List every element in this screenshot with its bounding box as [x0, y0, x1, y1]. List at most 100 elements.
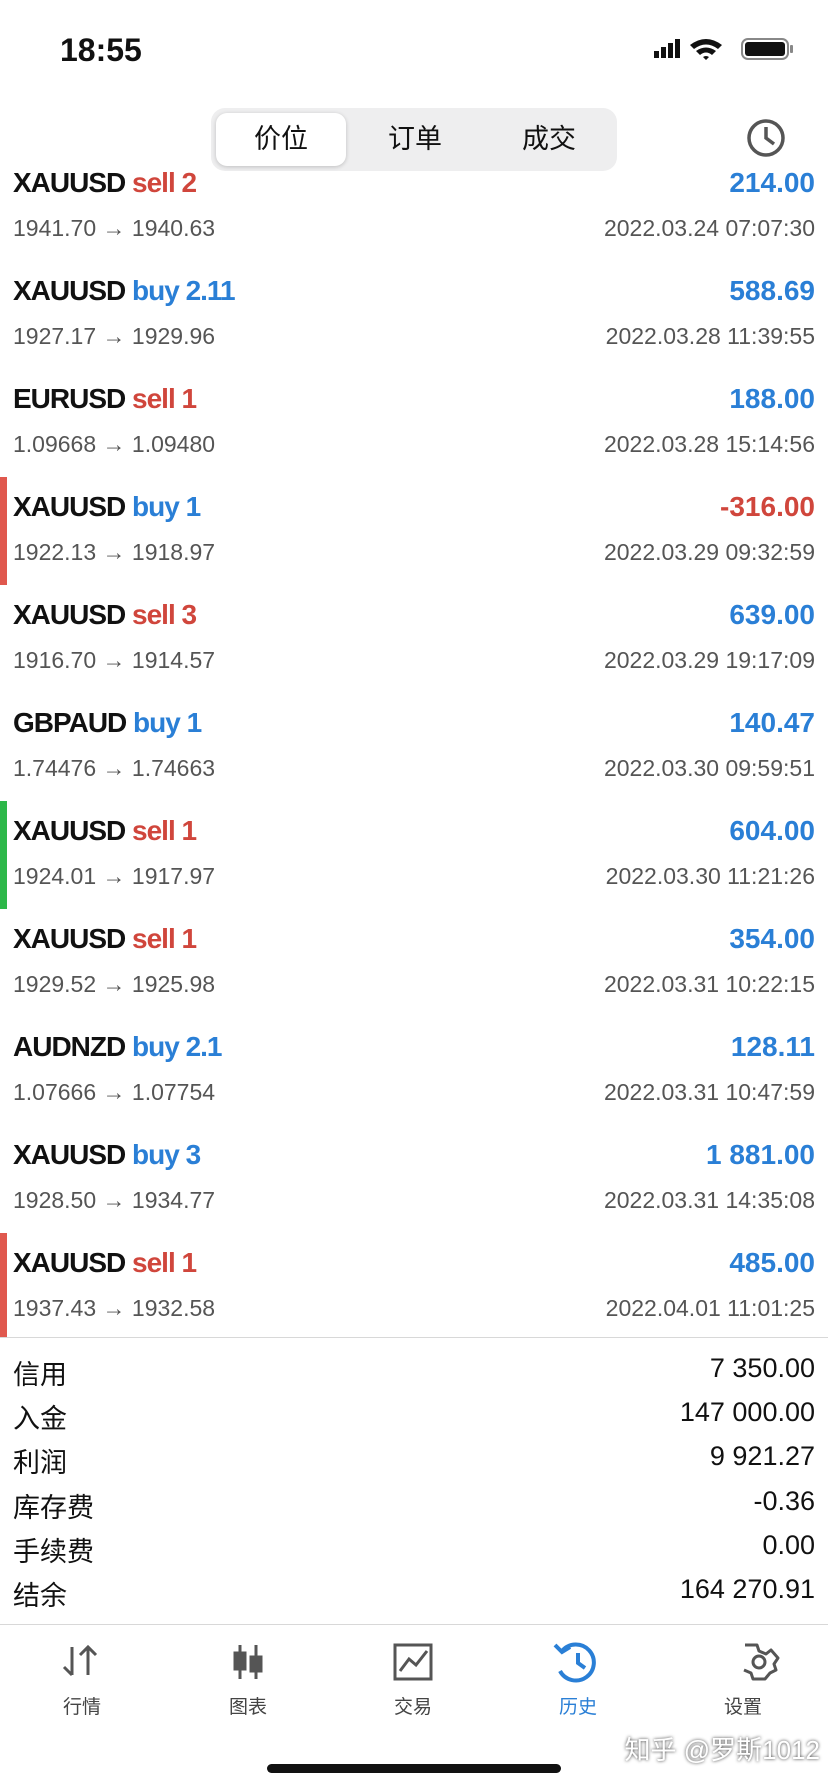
symbol: XAUUSD — [13, 599, 126, 630]
deal-title: XAUUSD buy 1 — [13, 491, 202, 523]
symbol: XAUUSD — [13, 171, 126, 198]
side: sell — [132, 1247, 176, 1278]
deal-row[interactable]: EURUSD sell 1 188.00 1.09668 → 1.09480 2022… — [0, 369, 828, 477]
profit: 214.00 — [729, 171, 815, 198]
deal-list: XAUUSD sell 2 214.00 1941.70 → 1940.63 2022… — [0, 171, 828, 1337]
deal-row[interactable]: XAUUSD sell 1 485.00 1937.43 → 1932.58 2022… — [0, 1233, 828, 1337]
deal-title: XAUUSD sell 1 — [13, 1247, 197, 1279]
volume: 2.1 — [185, 1031, 223, 1062]
side: buy — [132, 1139, 180, 1170]
tab[interactable]: 历史 — [558, 1697, 597, 1718]
segment[interactable]: 成交 — [522, 124, 576, 154]
symbol: GBPAUD — [13, 707, 127, 738]
deal-row[interactable]: XAUUSD buy 1 -316.00 1922.13 → 1918.97 2022… — [0, 477, 828, 585]
symbol: XAUUSD — [13, 275, 126, 306]
volume: 3 — [181, 599, 198, 630]
segment[interactable]: 价位 — [216, 113, 346, 166]
profit: 128.11 — [730, 1031, 815, 1062]
prices: 1941.70 → 1940.63 — [13, 215, 216, 241]
deal-title: XAUUSD sell 1 — [13, 923, 198, 955]
profit: 1 881.00 — [706, 1139, 815, 1170]
deal-time: 2022.03.30 09:59:51 — [603, 755, 815, 781]
side: buy — [132, 275, 180, 306]
summary-value: 7 350.00 — [709, 1353, 815, 1383]
prices: 1.09668 → 1.09480 — [13, 431, 216, 457]
prices: 1928.50 → 1934.77 — [13, 1187, 216, 1213]
prices: 1924.01 → 1917.97 — [13, 863, 216, 889]
profit: 639.00 — [729, 599, 815, 630]
tab[interactable]: 图表 — [228, 1697, 267, 1718]
summary-label: 结余 — [13, 1581, 67, 1611]
deal-row[interactable]: XAUUSD sell 3 639.00 1916.70 → 1914.57 2022… — [0, 585, 828, 693]
home-indicator — [267, 1764, 561, 1773]
prices: 1.07666 → 1.07754 — [13, 1079, 216, 1105]
separator — [0, 1337, 828, 1338]
deal-time: 2022.03.24 07:07:30 — [603, 215, 815, 241]
side: sell — [132, 171, 176, 198]
prices: 1937.43 → 1932.58 — [13, 1295, 216, 1321]
tab-icons — [62, 1642, 780, 1683]
separator — [0, 1624, 828, 1625]
deal-time: 2022.03.29 19:17:09 — [603, 647, 815, 673]
deal-time: 2022.03.28 11:39:55 — [605, 323, 815, 349]
deal-title: XAUUSD sell 1 — [13, 815, 198, 847]
history-clock[interactable] — [745, 117, 787, 159]
segment[interactable]: 订单 — [388, 124, 442, 154]
side: sell — [132, 383, 176, 414]
symbol: XAUUSD — [13, 1139, 126, 1170]
volume: 1 — [181, 383, 198, 414]
deal-time: 2022.03.30 11:21:26 — [605, 863, 815, 889]
volume: 1 — [181, 815, 198, 846]
deal-title: EURUSD sell 1 — [13, 383, 198, 415]
symbol: XAUUSD — [13, 923, 126, 954]
side: buy — [132, 491, 180, 522]
symbol: XAUUSD — [13, 1247, 126, 1278]
deal-row[interactable]: XAUUSD buy 3 1 881.00 1928.50 → 1934.77 202… — [0, 1125, 828, 1233]
deal-row[interactable]: XAUUSD buy 2.11 588.69 1927.17 → 1929.96 20… — [0, 261, 828, 369]
tab[interactable]: 行情 — [62, 1697, 101, 1718]
volume: 2 — [181, 171, 198, 198]
deal-row[interactable]: XAUUSD sell 2 214.00 1941.70 → 1940.63 2022… — [0, 171, 828, 261]
volume: 1 — [181, 923, 198, 954]
deal-title: XAUUSD buy 3 — [13, 1139, 202, 1171]
deal-title: XAUUSD sell 2 — [13, 171, 198, 199]
summary-value: 147 000.00 — [679, 1397, 815, 1428]
tab[interactable]: 交易 — [393, 1697, 432, 1718]
side: buy — [133, 707, 181, 738]
tab[interactable]: 设置 — [723, 1697, 762, 1718]
symbol: EURUSD — [13, 383, 126, 414]
deal-row[interactable]: XAUUSD sell 1 354.00 1929.52 → 1925.98 2022… — [0, 909, 828, 1017]
side: sell — [132, 599, 176, 630]
deal-time: 2022.03.31 14:35:08 — [603, 1187, 815, 1213]
deal-time: 2022.03.31 10:22:15 — [603, 971, 815, 997]
symbol: AUDNZD — [13, 1031, 126, 1062]
profit: 485.00 — [729, 1247, 815, 1278]
profit: 588.69 — [729, 275, 815, 306]
profit: 354.00 — [729, 923, 815, 954]
prices: 1916.70 → 1914.57 — [13, 647, 216, 673]
segmented-control: 价位 订单 成交 — [211, 108, 617, 171]
side: buy — [132, 1031, 180, 1062]
deal-time: 2022.03.28 15:14:56 — [603, 431, 815, 457]
summary-label: 信用 — [13, 1360, 67, 1390]
deal-row[interactable]: XAUUSD sell 1 604.00 1924.01 → 1917.97 2022… — [0, 801, 828, 909]
volume: 1 — [185, 491, 202, 522]
prices: 1929.52 → 1925.98 — [13, 971, 216, 997]
summary-label: 利润 — [13, 1448, 67, 1479]
summary-value: -0.36 — [753, 1485, 815, 1516]
status-time: 18:55 — [60, 32, 142, 68]
deal-row[interactable]: AUDNZD buy 2.1 128.11 1.07666 → 1.07754 202… — [0, 1017, 828, 1125]
deal-title: XAUUSD sell 3 — [13, 599, 198, 631]
volume: 2.11 — [185, 275, 236, 306]
deal-row[interactable]: GBPAUD buy 1 140.47 1.74476 → 1.74663 2022.… — [0, 693, 828, 801]
volume: 3 — [185, 1139, 202, 1170]
summary-label: 库存费 — [13, 1492, 94, 1523]
side: sell — [132, 923, 176, 954]
profit: 188.00 — [729, 383, 815, 414]
row-marker — [0, 801, 7, 909]
symbol: XAUUSD — [13, 815, 126, 846]
prices: 1.74476 → 1.74663 — [13, 755, 216, 781]
deal-title: XAUUSD buy 2.11 — [13, 275, 236, 307]
deal-time: 2022.03.31 10:47:59 — [603, 1079, 815, 1105]
summary-label: 手续费 — [13, 1536, 94, 1567]
